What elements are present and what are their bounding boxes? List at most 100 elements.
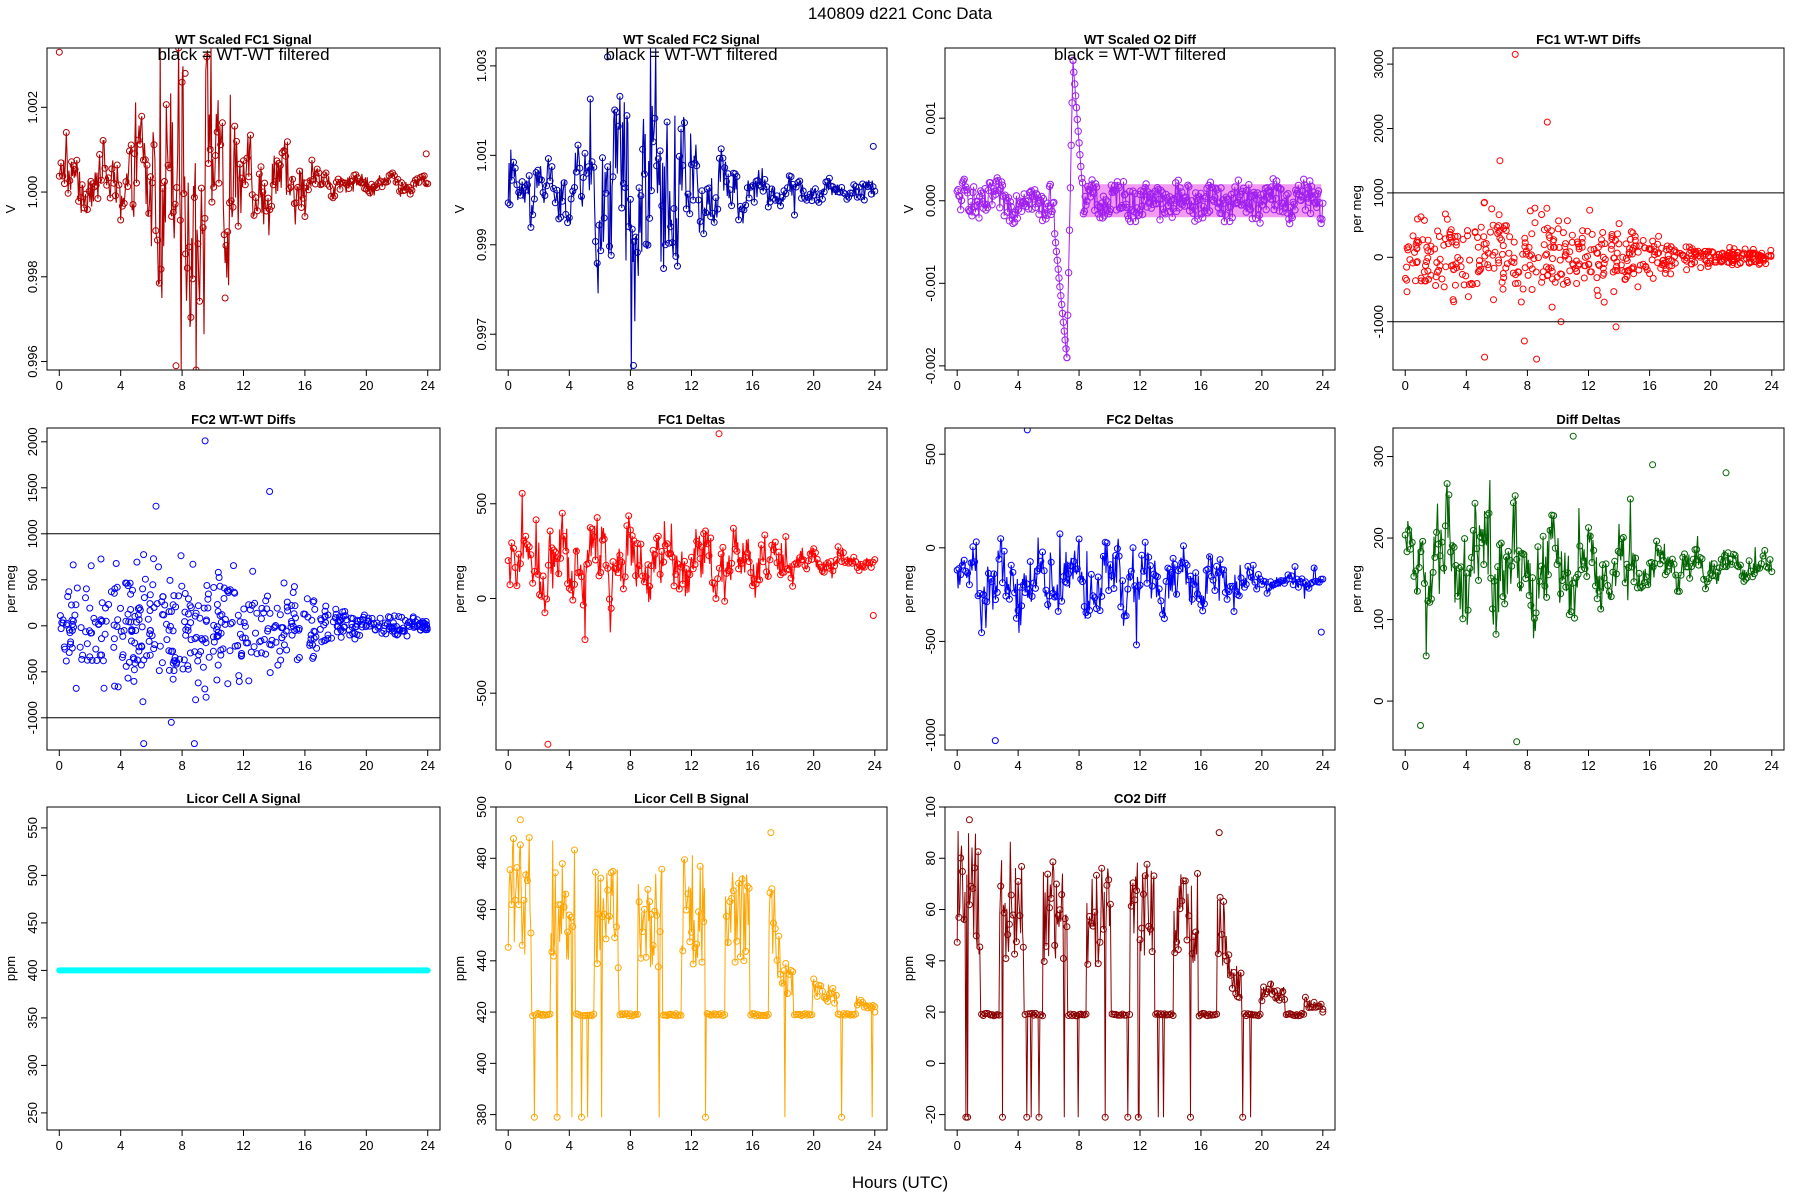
data-point [1545, 231, 1553, 239]
data-point [268, 202, 276, 210]
data-point [1047, 894, 1055, 902]
data-point [1514, 268, 1522, 276]
data-point [309, 654, 317, 662]
data-point [1026, 558, 1034, 566]
y-tick-label: -500 [923, 628, 938, 654]
data-point [557, 554, 565, 562]
data-point [1766, 556, 1774, 564]
data-point [1608, 231, 1616, 238]
data-point [1553, 561, 1561, 568]
data-point [1042, 942, 1050, 950]
data-point [747, 1011, 755, 1019]
data-point [1722, 469, 1730, 477]
data-point [1501, 222, 1509, 230]
data-point [1595, 587, 1603, 595]
data-point [1556, 256, 1564, 264]
data-point [565, 911, 573, 919]
data-point [789, 968, 797, 976]
data-point [289, 589, 297, 596]
data-point [182, 250, 190, 258]
data-point [1005, 920, 1013, 928]
data-point [1704, 248, 1712, 256]
data-point [860, 196, 868, 204]
data-point [199, 663, 207, 671]
data-point [97, 555, 105, 563]
data-point [289, 175, 297, 183]
data-point [618, 204, 626, 212]
data-point [1133, 641, 1140, 649]
data-point [1284, 571, 1292, 579]
data-point [845, 1010, 853, 1018]
data-point [1543, 250, 1551, 258]
data-point [630, 362, 637, 369]
data-point [1082, 1010, 1090, 1018]
data-point [506, 866, 514, 874]
data-point [353, 616, 361, 624]
data-point [511, 564, 519, 571]
data-point [536, 591, 544, 599]
data-point [57, 159, 65, 167]
data-point [1450, 298, 1458, 306]
x-tick-label: 4 [1463, 378, 1470, 393]
data-point [995, 1011, 1003, 1019]
data-point [1586, 532, 1594, 540]
data-point [55, 48, 63, 56]
data-point [843, 195, 851, 203]
data-point [1012, 938, 1020, 946]
y-tick-label: 1.003 [474, 50, 489, 83]
data-point [749, 582, 757, 590]
data-point [1069, 56, 1077, 64]
data-point [82, 628, 90, 636]
data-point [189, 560, 197, 568]
data-point [708, 209, 716, 217]
data-point [1475, 261, 1483, 269]
series-line [956, 60, 1324, 358]
data-point [553, 1113, 561, 1121]
data-point [1056, 530, 1064, 538]
data-point [1689, 555, 1697, 563]
data-point [1049, 858, 1057, 866]
data-point [1526, 261, 1534, 269]
series-line [507, 837, 876, 1118]
data-point [1412, 567, 1420, 575]
y-tick-label: 0.996 [25, 345, 40, 378]
data-point [1513, 555, 1521, 563]
data-point [637, 192, 645, 200]
data-point [1225, 951, 1233, 959]
x-tick-label: 16 [1642, 378, 1656, 393]
data-point [254, 207, 261, 215]
data-point [1657, 264, 1665, 272]
data-point [811, 549, 819, 557]
data-point [78, 655, 86, 663]
data-point [993, 588, 1001, 596]
data-point [1199, 607, 1207, 615]
data-point [72, 601, 80, 609]
data-point [969, 543, 977, 551]
data-point [839, 1010, 847, 1018]
data-point [1018, 863, 1026, 870]
data-point [794, 560, 802, 568]
data-point [1436, 262, 1444, 270]
data-point [1768, 568, 1776, 576]
data-point [125, 658, 133, 666]
data-point [1653, 537, 1661, 545]
x-tick-label: 8 [1075, 1138, 1082, 1153]
data-point [572, 168, 580, 176]
data-point [626, 195, 634, 203]
data-point [292, 614, 299, 622]
data-point [1014, 606, 1022, 614]
data-point [194, 240, 202, 248]
y-tick-label: -1000 [1371, 305, 1386, 338]
data-point [1122, 1011, 1130, 1019]
data-point [396, 187, 404, 195]
data-point [1549, 255, 1556, 263]
data-point [621, 184, 629, 192]
data-point [569, 596, 577, 604]
y-tick-label: 1.002 [25, 91, 40, 124]
data-point [90, 614, 98, 622]
data-point [686, 571, 694, 579]
data-point [862, 181, 870, 189]
data-point [813, 555, 821, 563]
data-point [297, 204, 305, 211]
data-point [590, 1010, 598, 1018]
